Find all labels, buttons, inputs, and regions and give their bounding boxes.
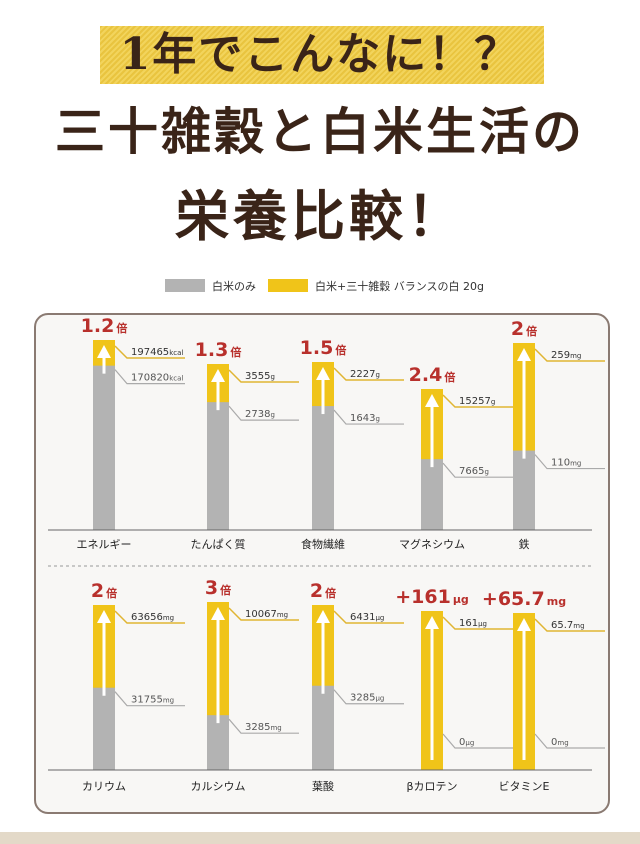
- value-callout-line: [333, 689, 404, 705]
- value-callout-line: [114, 610, 185, 624]
- ratio-label: 1.5 倍: [300, 337, 347, 359]
- legend-label-combined: 白米+三十雑穀 バランスの白 20g: [315, 280, 484, 293]
- bar-base: [93, 687, 115, 770]
- value-callout-line: [442, 462, 513, 478]
- footer-band: [0, 832, 640, 844]
- category-label: βカロテン: [406, 780, 457, 793]
- value-callout-line: [534, 454, 605, 470]
- value-label-base: 0mg: [551, 737, 569, 748]
- value-callout-line: [442, 733, 513, 749]
- value-callout-line: [114, 369, 185, 385]
- value-label-base: 3285mg: [245, 722, 282, 733]
- ratio-label: 1.2 倍: [81, 315, 128, 337]
- value-callout-line: [114, 345, 185, 359]
- value-callout-line: [228, 718, 299, 734]
- value-label-base: 2738g: [245, 409, 275, 420]
- category-label: 鉄: [519, 537, 530, 551]
- value-callout-line: [534, 348, 605, 362]
- value-callout-line: [333, 367, 404, 381]
- value-label-combined: 2227g: [350, 369, 380, 380]
- category-label: マグネシウム: [399, 537, 465, 551]
- category-label: カリウム: [82, 780, 126, 793]
- increase-arrow-head: [97, 610, 111, 623]
- value-label-base: 170820kcal: [131, 373, 183, 384]
- increase-arrow-head: [211, 607, 225, 620]
- value-callout-line: [333, 610, 404, 624]
- title-line-2: 三十雑穀と白米生活の: [55, 102, 585, 161]
- ratio-label: +65.7 mg: [482, 588, 566, 610]
- increase-arrow-head: [316, 610, 330, 623]
- category-label: たんぱく質: [191, 537, 246, 551]
- value-label-combined: 259mg: [551, 350, 581, 361]
- title-highlight-band: [100, 26, 544, 84]
- value-label-combined: 197465kcal: [131, 347, 183, 358]
- value-label-combined: 63656mg: [131, 612, 174, 623]
- value-label-combined: 6431μg: [350, 612, 384, 623]
- ratio-label: 1.3 倍: [195, 339, 242, 361]
- increase-arrow-head: [425, 616, 439, 629]
- increase-arrow-head: [517, 618, 531, 631]
- value-callout-line: [534, 618, 605, 632]
- increase-arrow-head: [316, 367, 330, 380]
- value-label-combined: 3555g: [245, 371, 275, 382]
- bar-base: [207, 715, 229, 770]
- increase-arrow-head: [97, 345, 111, 358]
- value-callout-line: [534, 733, 605, 749]
- value-label-combined: 161μg: [459, 618, 487, 629]
- value-label-base: 0μg: [459, 737, 474, 748]
- value-callout-line: [442, 616, 513, 630]
- value-label-base: 31755mg: [131, 695, 174, 706]
- increase-arrow-head: [425, 394, 439, 407]
- title-line-1: 1年でこんなに！？: [119, 29, 521, 80]
- category-label: 食物繊維: [301, 537, 345, 551]
- bar-base: [513, 450, 535, 530]
- bar-base: [312, 685, 334, 770]
- legend-swatch-base: [165, 279, 205, 292]
- legend-swatch-combined: [268, 279, 308, 292]
- value-label-combined: 65.7mg: [551, 620, 585, 631]
- value-callout-line: [442, 394, 513, 408]
- value-callout-line: [228, 405, 299, 421]
- bar-base: [312, 406, 334, 530]
- ratio-label: +161 μg: [395, 586, 469, 608]
- ratio-label: 2.4 倍: [409, 364, 456, 386]
- value-label-base: 7665g: [459, 466, 489, 477]
- increase-arrow-head: [211, 369, 225, 382]
- title-line-3: 栄養比較！: [175, 184, 465, 248]
- bar-base: [93, 365, 115, 530]
- bar-base: [207, 402, 229, 530]
- value-callout-line: [228, 607, 299, 621]
- value-label-base: 3285μg: [350, 693, 384, 704]
- category-label: エネルギー: [77, 538, 132, 551]
- category-label: 葉酸: [312, 779, 334, 793]
- value-label-base: 110mg: [551, 458, 581, 469]
- legend-label-base: 白米のみ: [212, 280, 256, 293]
- category-label: ビタミンE: [499, 780, 550, 793]
- increase-arrow-head: [517, 348, 531, 361]
- value-label-combined: 15257g: [459, 396, 495, 407]
- value-callout-line: [114, 691, 185, 707]
- value-callout-line: [333, 409, 404, 425]
- value-callout-line: [228, 369, 299, 383]
- category-label: カルシウム: [191, 780, 246, 793]
- bar-base: [421, 459, 443, 530]
- value-label-base: 1643g: [350, 413, 380, 424]
- value-label-combined: 10067mg: [245, 609, 288, 620]
